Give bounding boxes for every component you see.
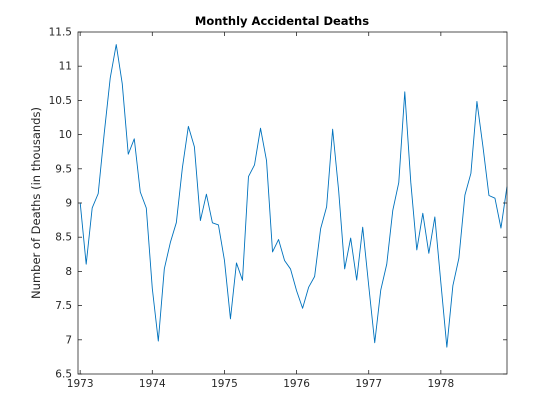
x-tick-label: 1978 (427, 378, 454, 390)
y-tick-label: 8 (65, 266, 72, 278)
y-tick-label: 7 (65, 334, 72, 346)
chart-title: Monthly Accidental Deaths (195, 14, 369, 28)
x-tick-label: 1976 (283, 378, 310, 390)
y-tick-label: 11 (59, 61, 72, 73)
series-line (79, 44, 508, 348)
x-tick-label: 1975 (211, 378, 238, 390)
x-axis: 1973 1974 1975 1976 1977 1978 (67, 32, 454, 390)
series-layer (79, 44, 508, 348)
y-tick-label: 10.5 (49, 95, 72, 107)
y-tick-label: 8.5 (55, 232, 72, 244)
y-tick-label: 6.5 (55, 369, 72, 381)
y-tick-label: 7.5 (55, 300, 72, 312)
y-tick-label: 9.5 (55, 163, 72, 175)
x-tick-label: 1974 (139, 378, 166, 390)
axes-box (77, 31, 508, 375)
y-tick-label: 10 (59, 129, 72, 141)
plot-area (77, 31, 508, 375)
x-tick-label: 1973 (67, 378, 94, 390)
y-axis-label: Number of Deaths (in thousands) (29, 107, 43, 299)
y-axis: 6.5 7 7.5 8 8.5 9 9.5 10 10.5 11 11.5 (49, 27, 507, 381)
y-tick-label: 11.5 (49, 27, 72, 39)
y-tick-label: 9 (65, 198, 72, 210)
x-tick-label: 1977 (355, 378, 382, 390)
